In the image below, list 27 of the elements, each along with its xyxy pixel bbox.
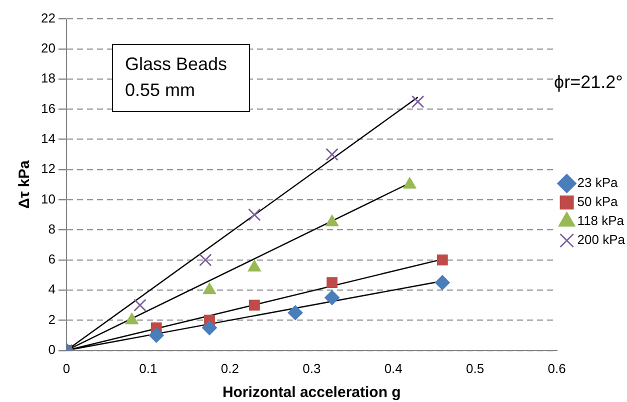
y-tick-label: 16 <box>40 100 56 116</box>
annotation: Glass Beads 0.55 mm <box>112 44 250 112</box>
x-axis-title: Horizontal acceleration g <box>222 384 401 402</box>
y-tick-label: 12 <box>40 161 56 176</box>
y-tick-label: 10 <box>40 191 56 206</box>
y-tick-label: 22 <box>40 10 56 26</box>
legend-label: 50 kPa <box>577 194 619 210</box>
x-tick-label: 0.5 <box>466 360 484 376</box>
legend-label: 118 kPa <box>577 213 625 228</box>
x-tick-label: 0.3 <box>302 360 321 376</box>
y-tick-label: 8 <box>48 221 56 236</box>
y-tick-label: 20 <box>40 40 56 56</box>
legend-label: 23 kPa <box>577 175 619 190</box>
x-tick-label: 0.4 <box>384 360 402 376</box>
x-tick-label: 0.6 <box>548 360 566 376</box>
y-tick-label: 14 <box>40 130 56 146</box>
x-tick-label: 0 <box>62 360 70 376</box>
x-tick-label: 0.2 <box>220 360 239 376</box>
y-tick-label: 0 <box>48 342 56 357</box>
y-axis-title: Δτ kPa <box>16 160 34 209</box>
annotation: ϕr=21.2° <box>554 72 623 93</box>
y-tick-label: 6 <box>48 252 56 267</box>
x-tick-label: 0.1 <box>139 360 158 376</box>
y-tick-label: 2 <box>48 312 56 327</box>
y-tick-label: 18 <box>40 70 56 86</box>
y-tick-label: 4 <box>48 282 56 297</box>
legend-label: 200 kPa <box>577 232 626 248</box>
